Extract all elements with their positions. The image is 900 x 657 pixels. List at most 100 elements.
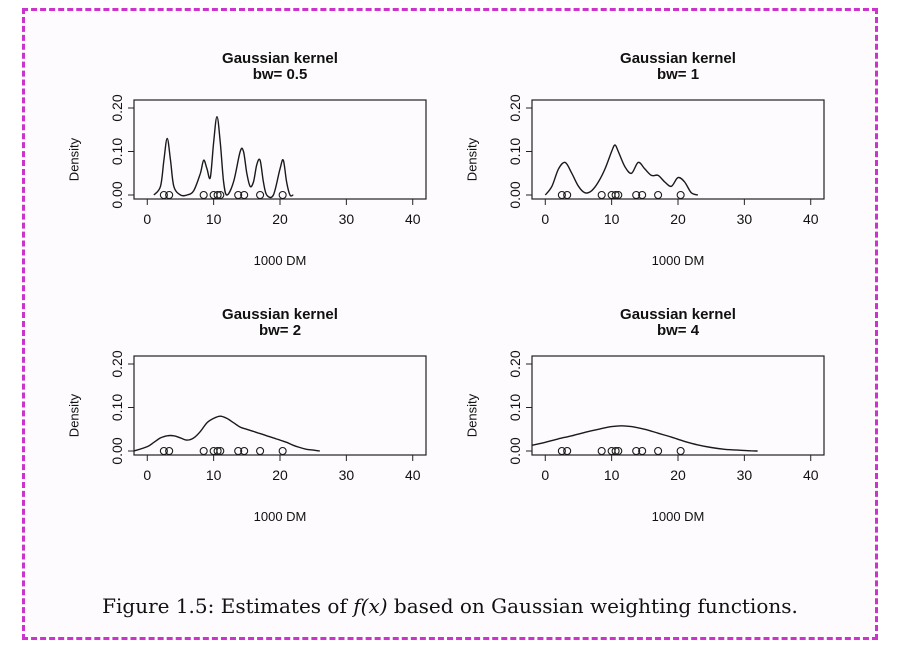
- rug-point: [597, 446, 606, 456]
- rug-point: [240, 190, 249, 200]
- rug-point: [199, 190, 208, 200]
- rug-point: [638, 446, 647, 456]
- y-tick-label: 0.00: [109, 181, 125, 208]
- rug-point: [638, 190, 647, 200]
- rug-point: [159, 190, 168, 200]
- rug-point: [278, 446, 287, 456]
- rug-point: [216, 190, 225, 200]
- figure-frame: [22, 8, 878, 640]
- rug-point: [256, 190, 265, 200]
- rug-point: [654, 446, 663, 456]
- y-tick-label: 0.10: [109, 138, 125, 165]
- rug-point: [234, 446, 243, 456]
- y-tick-label: 0.00: [507, 437, 523, 464]
- y-tick-label: 0.20: [109, 94, 125, 121]
- x-tick-label: 0: [541, 211, 549, 227]
- plot-frame: [133, 99, 427, 200]
- y-axis-label: Density: [465, 393, 480, 437]
- caption-text-after: based on Gaussian weighting functions.: [393, 594, 798, 618]
- rug-point: [676, 446, 685, 456]
- x-axis-label: 1000 DM: [652, 509, 705, 524]
- rug-point: [632, 446, 641, 456]
- x-tick-label: 10: [604, 467, 620, 483]
- y-axis-label: Density: [465, 137, 480, 181]
- rug-point: [611, 190, 620, 200]
- x-tick-label: 0: [541, 467, 549, 483]
- x-tick-label: 20: [272, 467, 288, 483]
- rug-point: [213, 446, 222, 456]
- x-tick-label: 40: [405, 211, 421, 227]
- rug-point: [234, 190, 243, 200]
- chart-title: Gaussian kernel: [620, 50, 736, 67]
- rug-point: [557, 446, 566, 456]
- chart-subtitle: bw= 2: [259, 322, 301, 339]
- x-tick-label: 40: [803, 211, 819, 227]
- plot-frame: [531, 99, 825, 200]
- y-axis-label: Density: [67, 137, 82, 181]
- x-tick-label: 20: [670, 211, 686, 227]
- x-tick-label: 10: [206, 211, 222, 227]
- rug-point: [240, 446, 249, 456]
- y-tick-label: 0.20: [109, 350, 125, 377]
- rug-point: [165, 190, 174, 200]
- density-curve: [544, 144, 699, 196]
- density-curve: [531, 425, 758, 452]
- rug-point: [614, 190, 623, 200]
- rug-point: [563, 446, 572, 456]
- rug-point: [563, 190, 572, 200]
- x-tick-label: 30: [339, 467, 355, 483]
- chart-subtitle: bw= 0.5: [253, 66, 308, 83]
- y-tick-label: 0.00: [507, 181, 523, 208]
- caption-math: f(x): [353, 594, 388, 618]
- x-tick-label: 20: [670, 467, 686, 483]
- figure-caption: Figure 1.5: Estimates of f(x) based on G…: [0, 594, 900, 618]
- x-tick-label: 40: [803, 467, 819, 483]
- rug-point: [614, 446, 623, 456]
- x-axis-label: 1000 DM: [254, 509, 307, 524]
- x-tick-label: 20: [272, 211, 288, 227]
- rug-point: [199, 446, 208, 456]
- x-tick-label: 30: [339, 211, 355, 227]
- y-tick-label: 0.10: [109, 394, 125, 421]
- rug-point: [256, 446, 265, 456]
- x-tick-label: 40: [405, 467, 421, 483]
- y-tick-label: 0.10: [507, 394, 523, 421]
- chart-title: Gaussian kernel: [222, 50, 338, 67]
- y-axis-label: Density: [67, 393, 82, 437]
- rug-point: [676, 190, 685, 200]
- x-tick-label: 0: [143, 211, 151, 227]
- x-axis-label: 1000 DM: [652, 253, 705, 268]
- rug-point: [159, 446, 168, 456]
- rug-point: [597, 190, 606, 200]
- density-curve: [153, 115, 294, 199]
- x-tick-label: 10: [206, 467, 222, 483]
- rug-point: [278, 190, 287, 200]
- y-tick-label: 0.20: [507, 94, 523, 121]
- y-tick-label: 0.10: [507, 138, 523, 165]
- density-curve: [133, 415, 320, 452]
- caption-text-before: Estimates of: [220, 594, 347, 618]
- x-tick-label: 30: [737, 467, 753, 483]
- y-tick-label: 0.00: [109, 437, 125, 464]
- y-tick-label: 0.20: [507, 350, 523, 377]
- chart-subtitle: bw= 1: [657, 66, 699, 83]
- plot-frame: [531, 355, 825, 456]
- chart-subtitle: bw= 4: [657, 322, 700, 339]
- rug-point: [611, 446, 620, 456]
- rug-point: [557, 190, 566, 200]
- x-tick-label: 30: [737, 211, 753, 227]
- x-axis-label: 1000 DM: [254, 253, 307, 268]
- chart-title: Gaussian kernel: [222, 306, 338, 323]
- rug-point: [165, 446, 174, 456]
- rug-point: [632, 190, 641, 200]
- x-tick-label: 0: [143, 467, 151, 483]
- chart-title: Gaussian kernel: [620, 306, 736, 323]
- rug-point: [213, 190, 222, 200]
- rug-point: [654, 190, 663, 200]
- caption-label: Figure 1.5:: [102, 594, 215, 618]
